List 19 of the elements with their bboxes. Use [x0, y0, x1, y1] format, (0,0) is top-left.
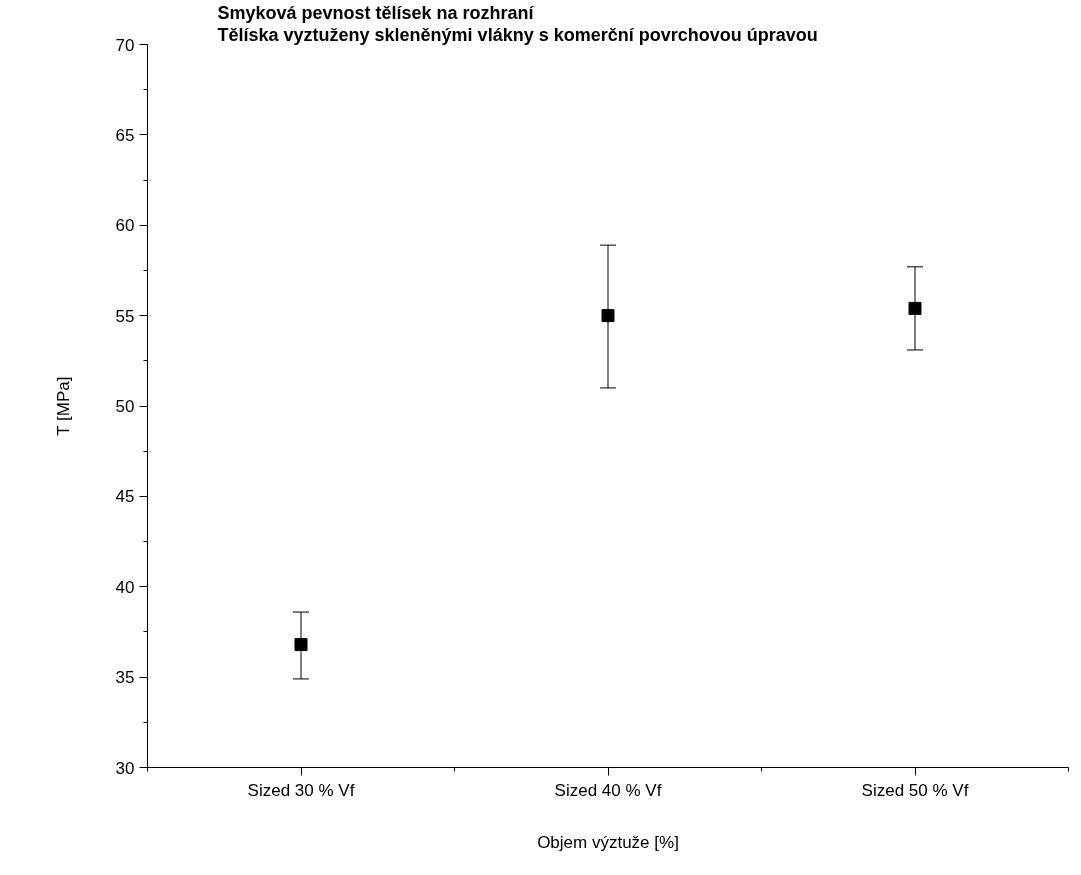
y-tick-label: 40	[115, 577, 135, 597]
x-tick-label: Sized 30 % Vf	[247, 780, 355, 800]
point	[294, 638, 308, 652]
x-axis-title: Objem výztuže [%]	[537, 832, 679, 852]
y-tick-label: 45	[115, 487, 135, 507]
x-tick-label: Sized 50 % Vf	[861, 780, 969, 800]
y-tick-label: 60	[115, 216, 135, 236]
chart-subtitle: Tělíska vyztuženy skleněnými vlákny s komerční povrchovou úpravou	[217, 24, 818, 45]
y-tick-label: 50	[115, 397, 135, 416]
y-tick-label: 35	[115, 668, 135, 688]
y-axis-title: T [MPa]	[53, 376, 73, 436]
chart-title: Smyková pevnost tělísek na rozhraní	[217, 2, 535, 23]
y-tick-label: 65	[115, 125, 135, 145]
y-tick-label: 55	[115, 306, 135, 326]
point	[601, 309, 615, 323]
y-tick-label: 70	[115, 35, 135, 55]
point	[908, 301, 922, 315]
y-tick-label: 30	[115, 758, 135, 778]
x-tick-label: Sized 40 % Vf	[554, 780, 662, 800]
